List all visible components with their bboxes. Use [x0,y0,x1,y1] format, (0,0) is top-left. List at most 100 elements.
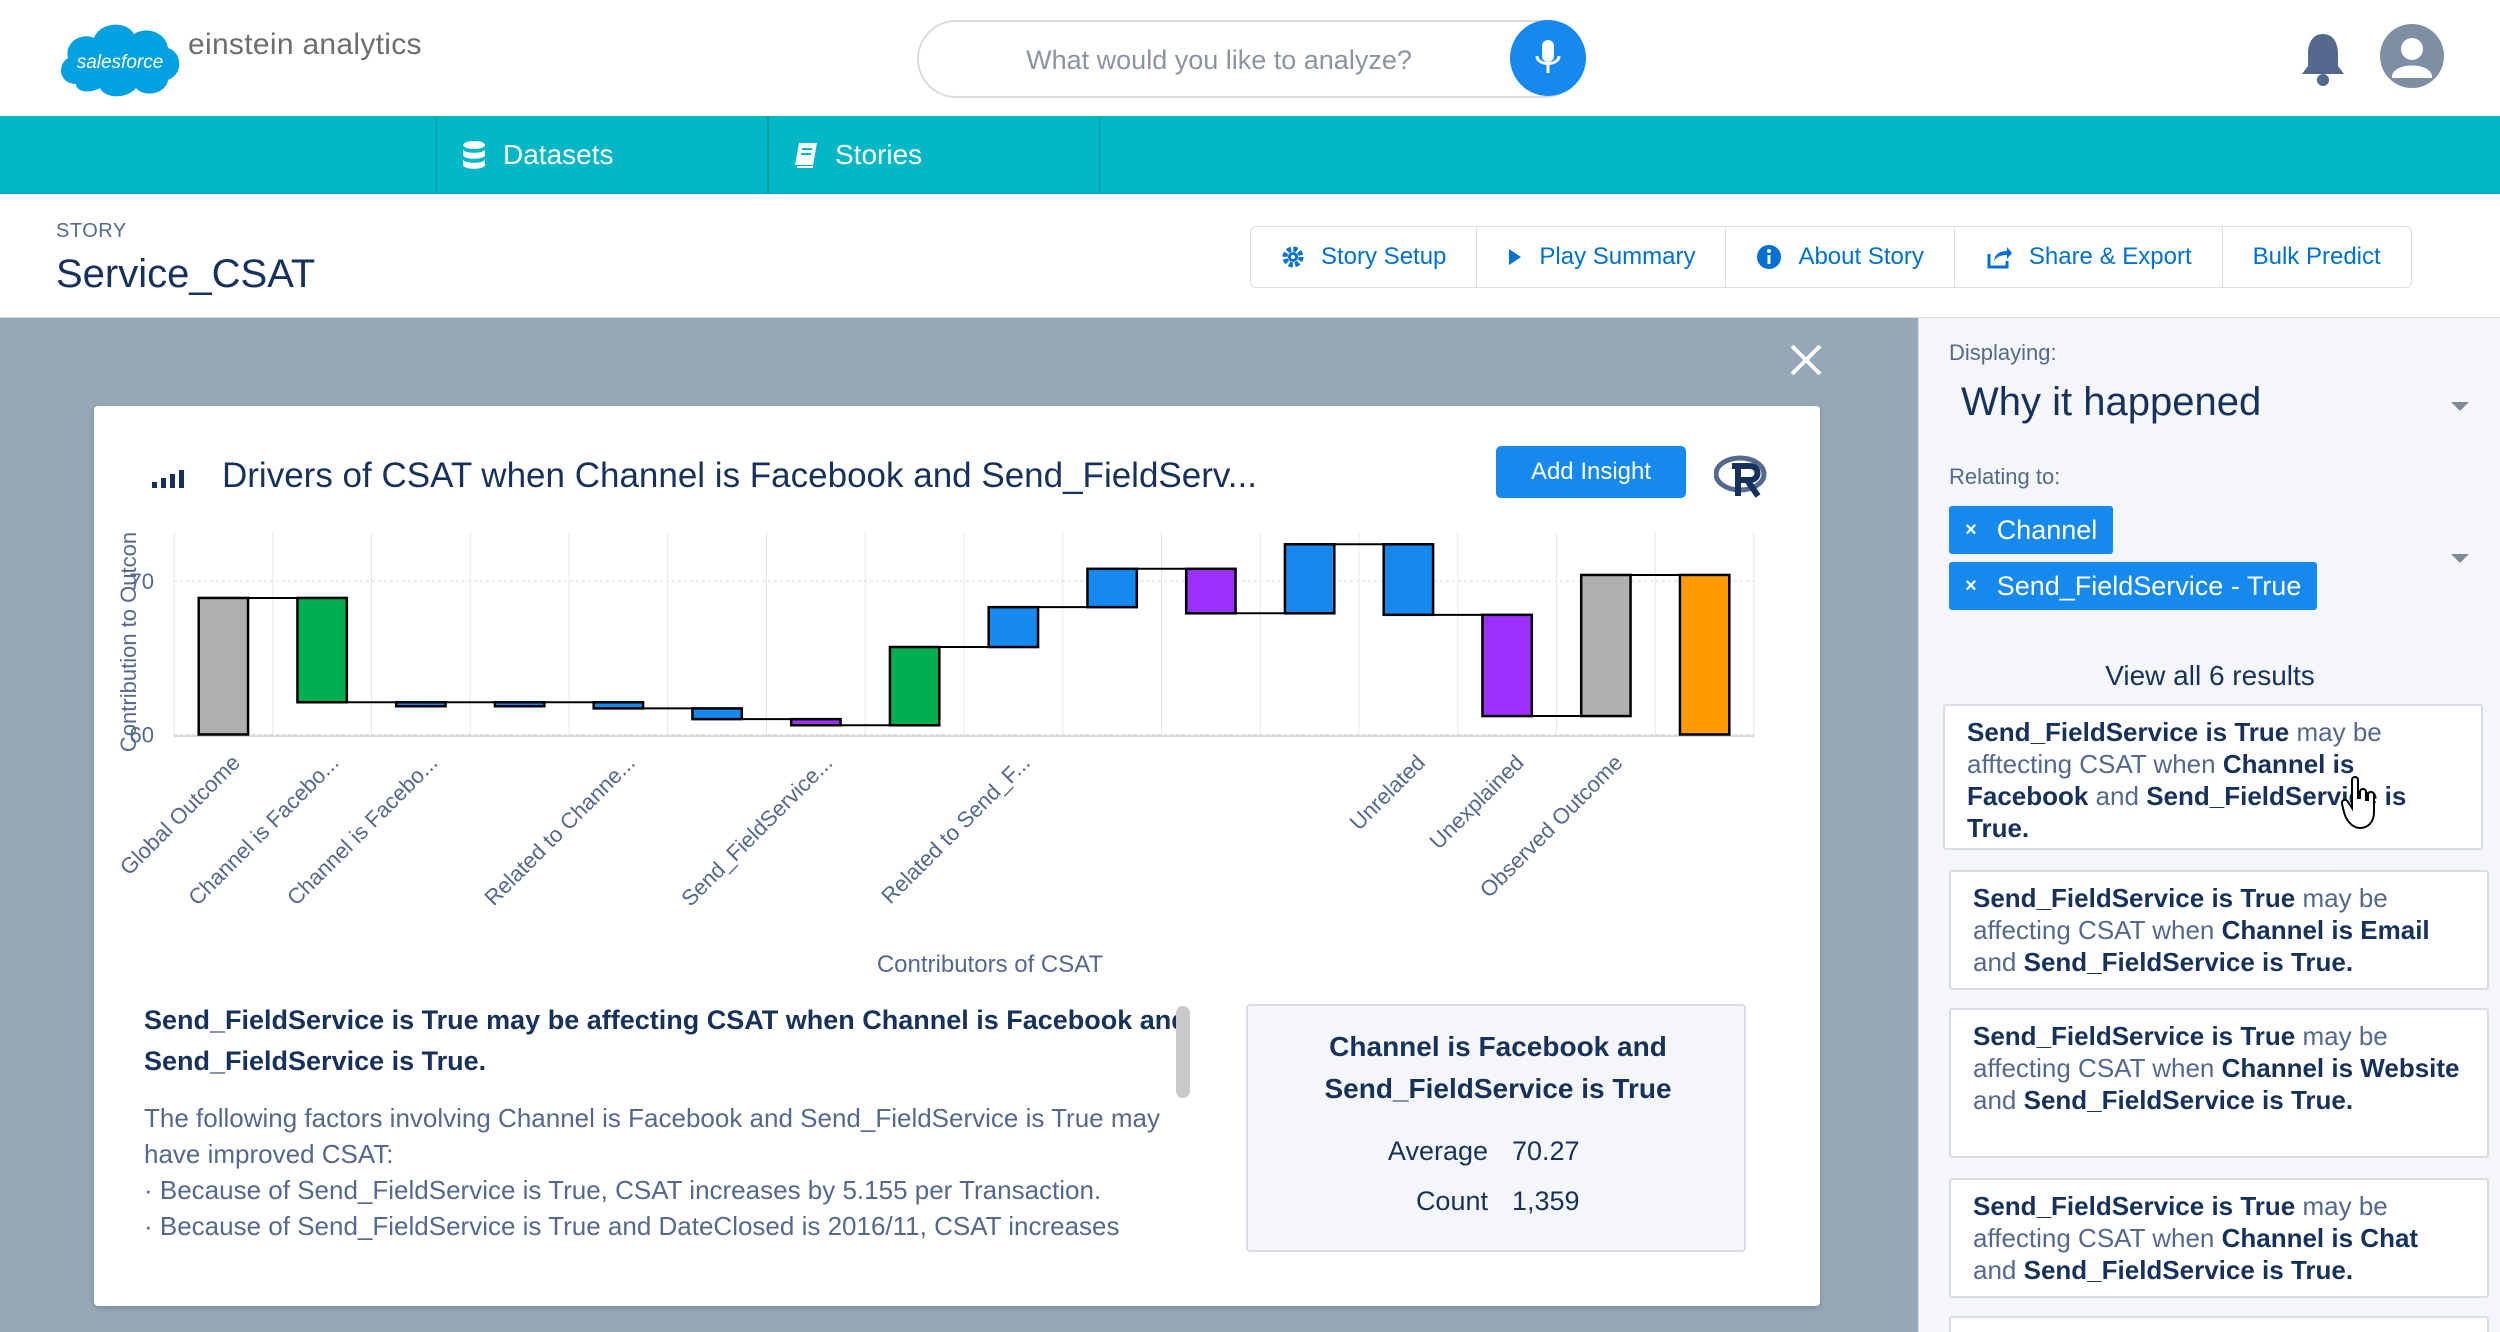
chevron-down-icon[interactable] [2449,400,2471,414]
hand-cursor-icon [2340,776,2375,830]
insight-segment: Channel is Facebook [1967,749,2355,811]
chart-bar [1678,573,1731,736]
count-label: Count [1415,1186,1488,1216]
bulk-predict-button[interactable]: Bulk Predict [2223,227,2411,287]
chart-bar [1481,613,1534,718]
microphone-icon [1535,40,1561,73]
info-icon [1757,245,1782,269]
count-value: 1,359 [1512,1186,1580,1216]
close-icon[interactable] [1786,340,1826,380]
user-avatar[interactable] [2380,24,2444,88]
filter-pill-label: Send_FieldService - True [1996,570,2302,601]
stats-box: Channel is Facebook and Send_FieldServic… [1246,1004,1746,1252]
search-box[interactable] [917,20,1583,98]
search-input[interactable] [959,40,1479,80]
play-summary-label: Play Summary [1539,243,1696,270]
view-all-results-link[interactable]: View all 6 results [2105,660,2315,691]
x-tick-label: Send_FieldService... [676,750,837,911]
filter-pill-channel[interactable]: × Channel [1949,506,2114,554]
page-title: Service_CSAT [56,252,316,296]
about-story-button[interactable]: About Story [1726,227,1955,287]
insight-result-card[interactable]: Send_FieldService is True may be affecti… [1949,1008,2489,1158]
play-summary-button[interactable]: Play Summary [1477,227,1727,287]
insight-text: may be affecting CSAT when [1973,1191,2388,1253]
about-story-label: About Story [1798,243,1924,270]
story-header: STORY Service_CSAT Story Setup Play Summ… [0,194,2500,318]
insight-factor: Send_FieldService is True [1973,883,2296,913]
chart-bar [987,605,1040,649]
story-setup-button[interactable]: Story Setup [1251,227,1478,287]
insight-text: may be affecting CSAT when [1973,1021,2388,1083]
insights-panel: Displaying: Why it happened Relating to:… [1918,318,2500,1332]
nav-tab-stories-label: Stories [835,139,923,170]
nav-bar: Datasets Stories [0,116,2500,194]
y-tick-label: 60 [130,722,154,747]
salesforce-logo[interactable]: salesforce [56,14,184,100]
filter-pill-label: Channel [1996,514,2098,545]
insight-result-card[interactable]: Send_FieldService is True may be afftect… [1943,704,2483,850]
top-header: salesforce einstein analytics [0,0,2500,116]
story-kicker: STORY [56,220,127,242]
add-insight-button[interactable]: Add Insight [1496,446,1686,498]
chart-bar [197,596,250,736]
narrative-scrollbar[interactable] [1176,1006,1190,1098]
book-icon [795,143,817,168]
share-export-button[interactable]: Share & Export [1955,227,2223,287]
y-tick-label: 70 [130,569,154,594]
insight-segment: Send_FieldService is True. [2023,1085,2354,1115]
chart-bar [888,645,941,727]
database-icon [463,141,485,169]
chart-bar [592,701,645,710]
app-name: einstein analytics [188,28,422,61]
insight-result-card[interactable]: Send_FieldService is True may be affecti… [1949,870,2489,990]
chart-bar [1382,543,1435,617]
remove-icon[interactable]: × [1965,518,1977,541]
x-tick-label: Unrelated [1345,750,1430,835]
bar-chart-icon [152,470,184,488]
nav-tab-datasets[interactable]: Datasets [436,116,768,194]
insight-segment: Channel is Chat [2221,1223,2419,1253]
share-export-label: Share & Export [2028,243,2192,270]
narrative-line: The following factors involving Channel … [144,1103,1160,1169]
play-icon [1509,249,1522,265]
nav-tab-datasets-label: Datasets [503,139,614,170]
share-icon [1987,247,2012,269]
narrative-line: · Because of Send_FieldService is True a… [144,1211,1120,1241]
brand-text: salesforce [77,52,164,73]
nav-tab-stories[interactable]: Stories [768,116,1100,194]
insight-segment: Channel is Website [2221,1053,2460,1083]
chart-title: Drivers of CSAT when Channel is Facebook… [222,456,1257,495]
remove-icon[interactable]: × [1965,574,1977,597]
displaying-label: Displaying: [1949,340,2057,365]
narrative-body: The following factors involving Channel … [144,1100,1214,1244]
insight-result-card[interactable] [1949,1316,2489,1332]
r-language-icon[interactable] [1714,454,1770,498]
filter-pill-send-fieldservice[interactable]: × Send_FieldService - True [1949,562,2318,610]
x-tick-label: Related to Channe... [480,750,640,910]
voice-search-button[interactable] [1510,20,1586,96]
chart-bar [691,707,744,721]
insight-text: may be afftecting CSAT when [1967,717,2382,779]
insight-factor: Send_FieldService is True [1973,1191,2296,1221]
story-actions: Story Setup Play Summary About Story Sha… [1250,226,2412,288]
average-value: 70.27 [1512,1136,1580,1166]
narrative-headline: Send_FieldService is True may be affecti… [144,1005,1188,1076]
chart-bar [493,701,546,708]
bell-icon[interactable] [2298,30,2348,86]
x-axis-title: Contributors of CSAT [877,951,1104,978]
insight-text: and [1973,1255,2024,1285]
insight-segment: Send_FieldService is True. [2023,947,2354,977]
stats-title: Channel is Facebook and Send_FieldServic… [1324,1031,1672,1104]
insight-text: and [1973,947,2024,977]
x-tick-label: Related to Send_F... [876,750,1035,909]
displaying-select[interactable]: Why it happened [1961,380,2262,424]
chart-bar [1184,567,1237,615]
insight-card: Drivers of CSAT when Channel is Facebook… [94,406,1820,1306]
chevron-down-icon[interactable] [2449,552,2471,566]
x-tick-label: Unexplained [1424,750,1528,854]
chart-bar [789,717,842,727]
insight-result-card[interactable]: Send_FieldService is True may be affecti… [1949,1178,2489,1298]
insight-segment: Channel is Email [2221,915,2430,945]
insight-factor: Send_FieldService is True [1973,1021,2296,1051]
user-icon [2392,38,2432,78]
